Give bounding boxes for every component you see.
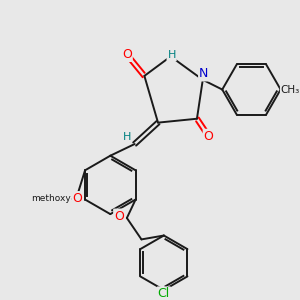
Text: N: N	[199, 68, 208, 80]
Text: Cl: Cl	[158, 287, 170, 300]
Text: H: H	[167, 50, 176, 61]
Text: O: O	[114, 210, 124, 223]
Text: O: O	[122, 48, 132, 61]
Text: CH₃: CH₃	[281, 85, 300, 94]
Text: O: O	[72, 192, 82, 205]
Text: methoxy: methoxy	[31, 194, 71, 203]
Text: O: O	[204, 130, 214, 143]
Text: H: H	[123, 132, 131, 142]
